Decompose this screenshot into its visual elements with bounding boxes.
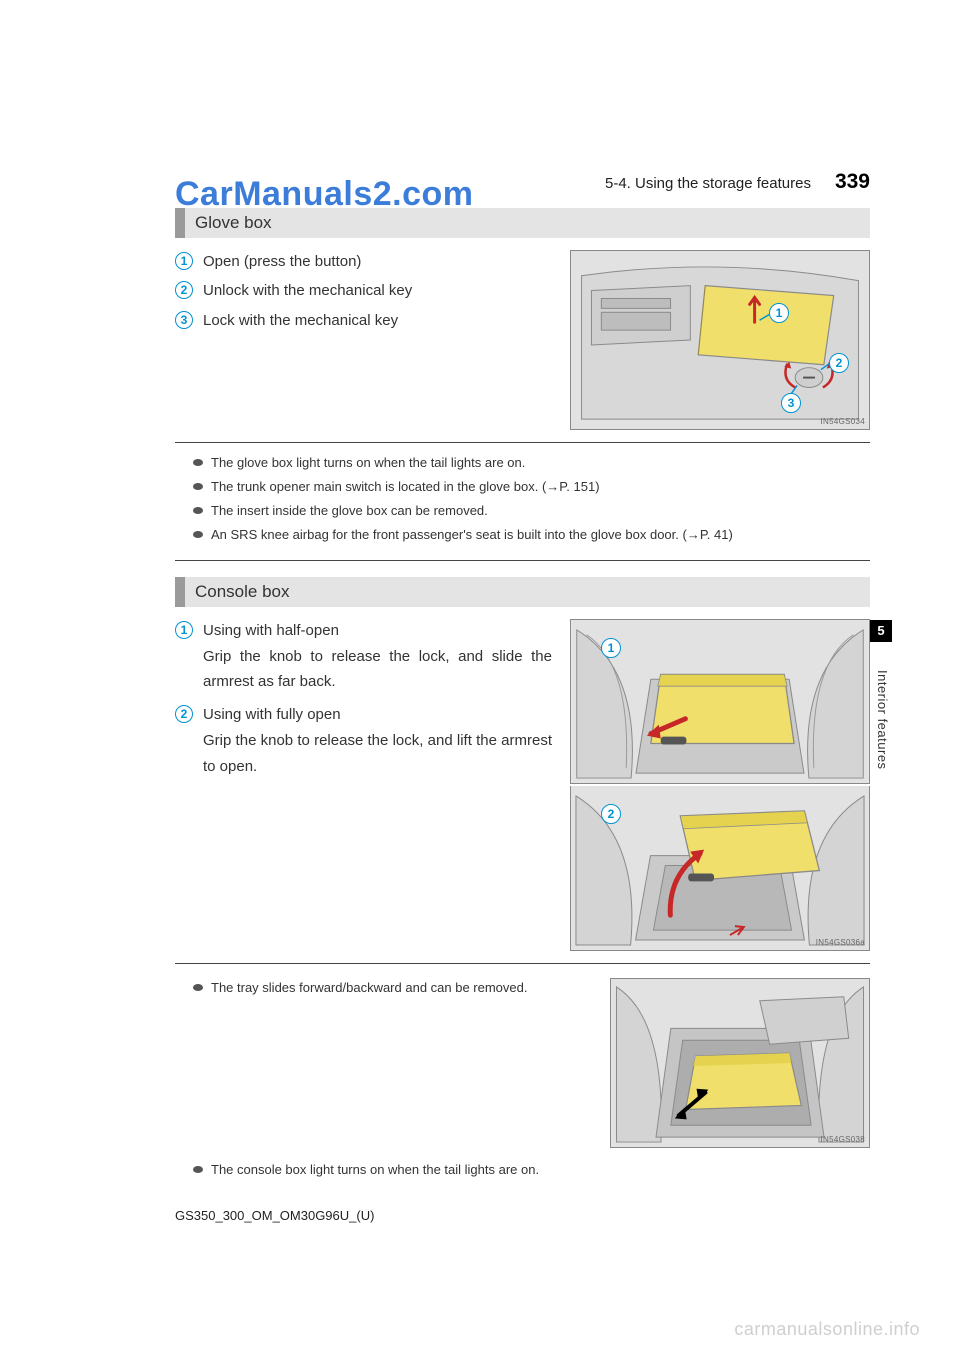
glove-box-figure: 1 2 3 IN54GS034 — [570, 250, 870, 430]
step-subtext: Grip the knob to release the lock, and s… — [203, 644, 552, 695]
step-number-icon: 2 — [175, 705, 193, 723]
step-subtext: Grip the knob to release the lock, and l… — [203, 728, 552, 779]
chapter-label: Interior features — [875, 670, 890, 770]
section-breadcrumb: 5-4. Using the storage features — [605, 175, 811, 192]
step-number-icon: 1 — [175, 621, 193, 639]
watermark-top: CarManuals2.com — [175, 175, 474, 214]
list-item: 1 Using with half-open Grip the knob to … — [175, 619, 552, 695]
step-text: Unlock with the mechanical key — [203, 279, 412, 302]
note-item: The trunk opener main switch is located … — [193, 477, 870, 497]
page-number: 339 — [835, 170, 870, 194]
glove-box-text: 1 Open (press the button) 2 Unlock with … — [175, 250, 552, 430]
console-box-text: 1 Using with half-open Grip the knob to … — [175, 619, 552, 951]
figure-id-label: IN54GS034 — [820, 417, 865, 426]
note-text: The glove box light turns on when the ta… — [211, 453, 870, 473]
list-item: 2 Using with fully open Grip the knob to… — [175, 703, 552, 779]
step-text: Open (press the button) — [203, 250, 361, 273]
step-title: Using with half-open — [203, 619, 552, 642]
figure-callout: 3 — [781, 393, 801, 413]
step-text: Lock with the mechanical key — [203, 309, 398, 332]
step-number-icon: 1 — [175, 252, 193, 270]
console-box-figure-2: 2 IN54GS036a — [570, 786, 870, 951]
bullet-icon — [193, 483, 203, 490]
glove-box-notes: The glove box light turns on when the ta… — [175, 442, 870, 561]
glove-box-figure-col: 1 2 3 IN54GS034 — [570, 250, 870, 430]
note-item: The console box light turns on when the … — [193, 1160, 870, 1180]
glove-box-content: 1 Open (press the button) 2 Unlock with … — [175, 250, 870, 430]
bullet-icon — [193, 507, 203, 514]
note-item: The insert inside the glove box can be r… — [193, 501, 870, 521]
chapter-tab: 5 — [870, 620, 892, 642]
console-box-figure-1: 1 — [570, 619, 870, 784]
console-box-heading: Console box — [175, 577, 870, 607]
list-item: 1 Open (press the button) — [175, 250, 552, 273]
tray-note-row: The tray slides forward/backward and can… — [193, 978, 870, 1148]
note-text: The console box light turns on when the … — [211, 1160, 870, 1180]
watermark-bottom: carmanualsonline.info — [734, 1319, 920, 1340]
list-item: 2 Unlock with the mechanical key — [175, 279, 552, 302]
note-item: An SRS knee airbag for the front passeng… — [193, 525, 870, 545]
bullet-icon — [193, 1166, 203, 1173]
figure-id-label: IN54GS038 — [820, 1135, 865, 1144]
step-number-icon: 2 — [175, 281, 193, 299]
console-box-notes: The tray slides forward/backward and can… — [175, 963, 870, 1188]
step-title: Using with fully open — [203, 703, 552, 726]
note-item: The tray slides forward/backward and can… — [193, 978, 596, 998]
list-item: 3 Lock with the mechanical key — [175, 309, 552, 332]
note-text: The tray slides forward/backward and can… — [211, 978, 596, 998]
footer-doc-code: GS350_300_OM_OM30G96U_(U) — [175, 1208, 374, 1223]
figure-id-label: IN54GS036a — [816, 938, 865, 947]
bullet-icon — [193, 459, 203, 466]
step-number-icon: 3 — [175, 311, 193, 329]
console-box-content: 1 Using with half-open Grip the knob to … — [175, 619, 870, 951]
console-box-figure-col: 1 — [570, 619, 870, 951]
tray-figure-col: IN54GS038 — [610, 978, 870, 1148]
note-item: The glove box light turns on when the ta… — [193, 453, 870, 473]
figure-callout: 2 — [601, 804, 621, 824]
bullet-icon — [193, 531, 203, 538]
bullet-icon — [193, 984, 203, 991]
note-text: An SRS knee airbag for the front passeng… — [211, 525, 870, 545]
figure-callout: 1 — [601, 638, 621, 658]
note-text: The insert inside the glove box can be r… — [211, 501, 870, 521]
manual-page: CarManuals2.com 5-4. Using the storage f… — [0, 0, 960, 1358]
figure-callout: 1 — [769, 303, 789, 323]
tray-figure: IN54GS038 — [610, 978, 870, 1148]
figure-callout: 2 — [829, 353, 849, 373]
note-text: The trunk opener main switch is located … — [211, 477, 870, 497]
